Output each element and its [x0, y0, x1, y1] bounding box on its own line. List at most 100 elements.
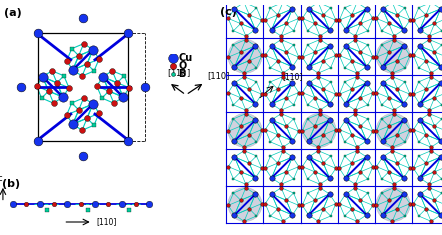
Point	[423, 133, 430, 137]
Text: (c): (c)	[220, 8, 236, 17]
Point	[327, 140, 334, 144]
Text: [110]: [110]	[207, 71, 229, 80]
Point	[75, 108, 82, 112]
Point	[295, 55, 302, 59]
Point	[336, 202, 343, 206]
Point	[426, 108, 433, 112]
Point	[305, 213, 312, 217]
Point	[416, 192, 423, 196]
Point	[262, 18, 269, 22]
Point	[427, 1, 434, 4]
Point	[364, 191, 371, 195]
Point	[43, 208, 50, 212]
Point	[364, 43, 371, 47]
Point	[231, 81, 238, 85]
Point	[316, 38, 324, 41]
Point	[237, 170, 244, 173]
Point	[289, 213, 296, 217]
Point	[336, 128, 343, 131]
Point	[274, 207, 282, 211]
Point	[242, 34, 249, 38]
Point	[231, 7, 238, 11]
Point	[279, 75, 286, 78]
Point	[304, 117, 311, 121]
Point	[354, 149, 361, 153]
Point	[246, 13, 253, 17]
Point	[332, 202, 339, 206]
Point	[385, 96, 392, 99]
Point	[268, 176, 275, 180]
Point	[327, 80, 334, 84]
Point	[110, 101, 118, 105]
Point	[394, 161, 401, 165]
Point	[416, 28, 423, 32]
Point	[311, 124, 318, 128]
Point	[415, 66, 422, 70]
Point	[326, 28, 333, 32]
Point	[242, 112, 249, 116]
Point	[242, 182, 249, 186]
Point	[283, 96, 290, 99]
Point	[378, 43, 385, 47]
Point	[253, 80, 260, 84]
Point	[230, 43, 237, 47]
Point	[225, 129, 232, 133]
Point	[415, 140, 422, 144]
Point	[267, 214, 274, 218]
Point	[237, 22, 244, 25]
Point	[240, 71, 248, 75]
Point	[299, 91, 306, 94]
Point	[394, 87, 401, 91]
Point	[326, 176, 333, 180]
Point	[84, 116, 91, 120]
Point	[406, 202, 413, 206]
Point	[105, 203, 112, 206]
Point	[431, 198, 438, 202]
Point	[341, 66, 348, 70]
Point	[363, 155, 370, 159]
Point	[431, 96, 438, 99]
Point	[268, 118, 275, 122]
Point	[311, 22, 318, 25]
Point	[342, 44, 349, 48]
Point	[332, 18, 339, 22]
Point	[316, 182, 324, 186]
Point	[354, 145, 361, 149]
Point	[341, 140, 348, 144]
Point	[242, 186, 249, 190]
Circle shape	[376, 39, 410, 73]
Point	[230, 29, 237, 33]
Point	[400, 44, 407, 48]
Point	[336, 92, 343, 96]
Text: [110]: [110]	[96, 218, 117, 227]
Point	[352, 186, 359, 190]
Point	[252, 192, 259, 196]
Point	[315, 145, 322, 149]
Point	[341, 154, 348, 158]
Point	[390, 186, 397, 190]
Point	[341, 214, 348, 218]
Point	[370, 16, 377, 20]
Point	[342, 102, 349, 106]
Point	[304, 103, 311, 107]
Point	[363, 213, 370, 217]
Point	[378, 177, 385, 181]
Point	[378, 117, 385, 121]
Point	[348, 161, 355, 165]
Point	[438, 103, 442, 107]
Point	[237, 198, 244, 202]
Point	[231, 65, 238, 69]
Point	[169, 72, 176, 76]
Point	[289, 65, 296, 69]
Point	[125, 139, 132, 143]
Point	[50, 203, 57, 206]
Point	[225, 16, 232, 20]
Point	[246, 133, 253, 137]
Point	[373, 16, 380, 20]
Point	[400, 28, 407, 32]
Point	[364, 103, 371, 107]
Point	[79, 74, 86, 78]
Point	[373, 129, 380, 133]
Point	[348, 133, 355, 137]
Point	[267, 140, 274, 144]
